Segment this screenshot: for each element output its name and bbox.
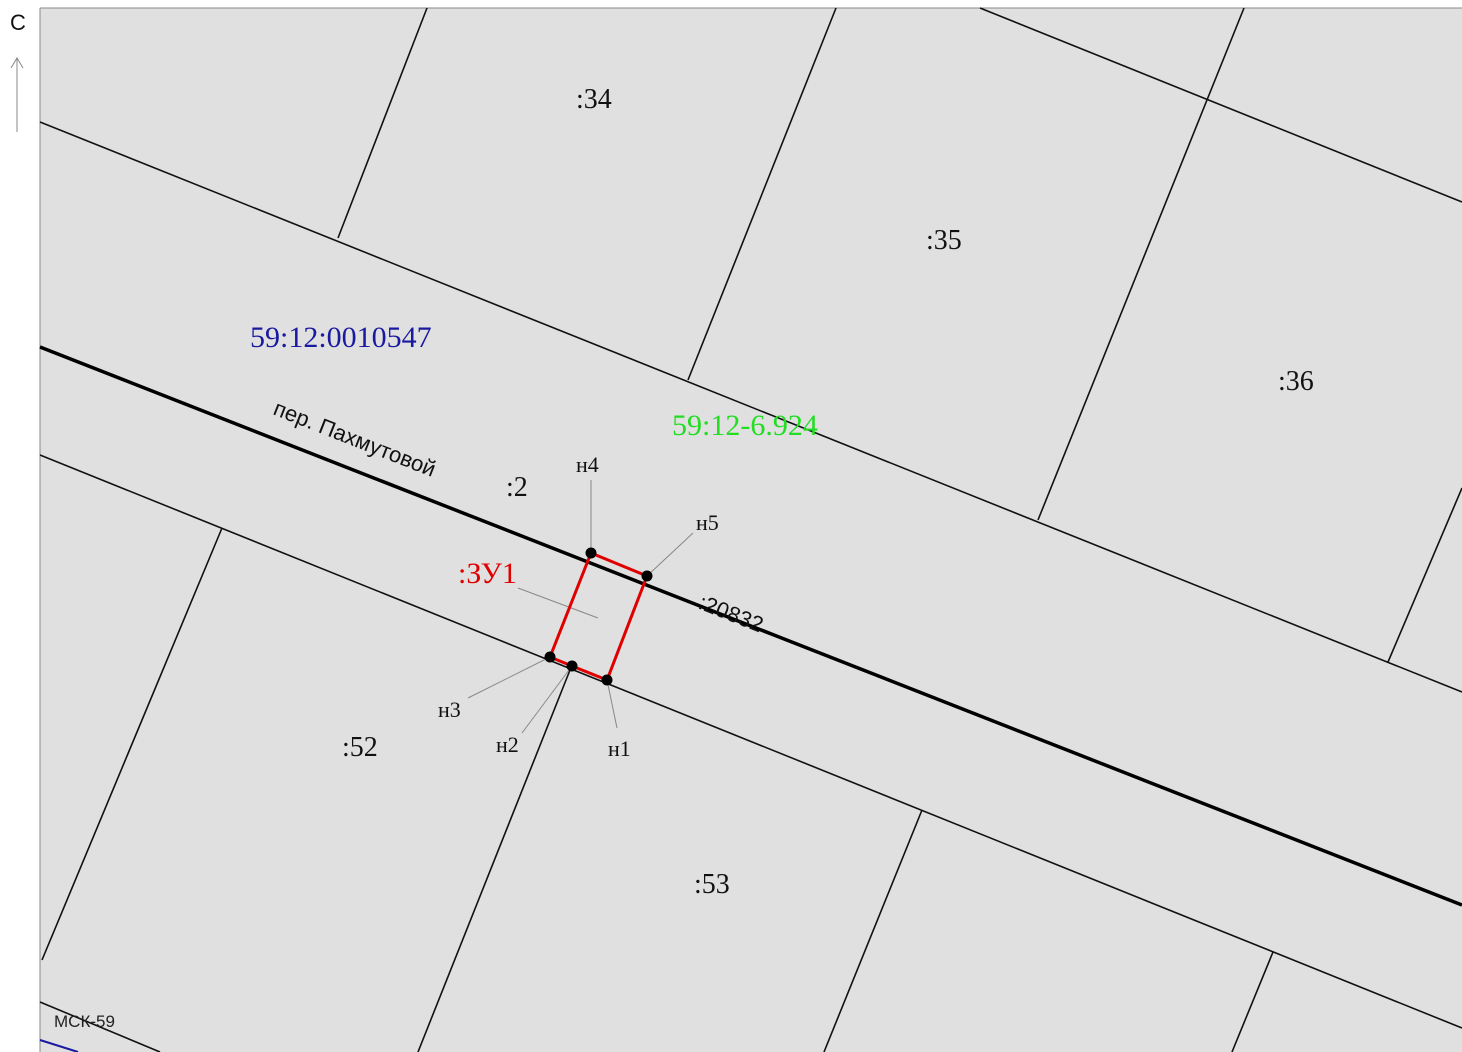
point-label-n1: н1 <box>608 736 631 761</box>
point-label-n5: н5 <box>696 510 719 535</box>
north-arrow-label: С <box>10 10 26 35</box>
street-axis-line <box>39 345 1462 907</box>
point-n2[interactable] <box>566 660 578 672</box>
point-label-n3: н3 <box>438 697 461 722</box>
point-n5[interactable] <box>641 570 653 582</box>
parcel-label-35: :35 <box>926 225 962 256</box>
new-parcel-boundary[interactable] <box>548 551 649 682</box>
point-n1[interactable] <box>601 674 613 686</box>
zone-label: 59:12-6.924 <box>672 409 818 442</box>
crs-label: МСК-59 <box>54 1012 115 1031</box>
parcel-boundaries <box>39 7 1462 1052</box>
boundary-points <box>544 547 653 686</box>
parcel-label-36: :36 <box>1278 366 1314 397</box>
point-label-n4: н4 <box>576 452 599 477</box>
point-n4[interactable] <box>585 547 597 559</box>
point-label-n2: н2 <box>496 732 519 757</box>
parcel-label-2: :2 <box>506 472 528 503</box>
leader-lines <box>467 480 694 734</box>
parcel-label-34: :34 <box>576 84 612 115</box>
cadastral-quarter-label: 59:12:0010547 <box>250 321 432 354</box>
new-parcel-label: :ЗУ1 <box>458 557 517 590</box>
parcel-label-52: :52 <box>342 732 378 763</box>
point-n3[interactable] <box>544 651 556 663</box>
parcel-label-53: :53 <box>694 869 730 900</box>
blue-boundary-fragment <box>39 1039 79 1052</box>
map-background <box>40 8 1462 1052</box>
north-arrow-icon <box>10 57 24 132</box>
